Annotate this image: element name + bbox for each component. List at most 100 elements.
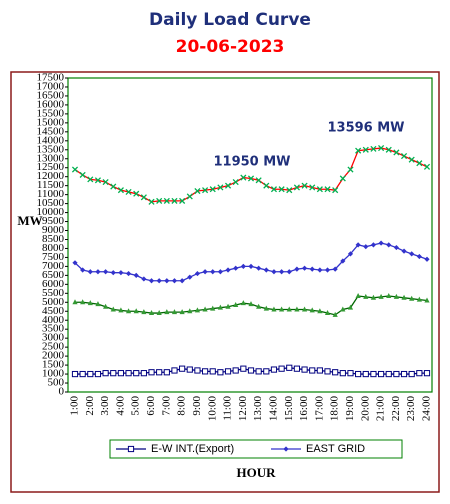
- point: [125, 188, 132, 195]
- x-tick-label: 12:00: [237, 396, 249, 422]
- point: [301, 366, 308, 373]
- point: [355, 147, 362, 154]
- legend-label: E-W INT.(Export): [151, 443, 234, 455]
- point: [210, 269, 216, 275]
- point: [171, 278, 178, 284]
- point: [102, 370, 109, 377]
- point: [80, 267, 86, 273]
- point: [423, 370, 431, 377]
- y-tick-label: 6500: [42, 269, 65, 281]
- point: [408, 156, 415, 163]
- point: [80, 299, 86, 305]
- point: [202, 269, 208, 275]
- point: [217, 304, 223, 310]
- x-tick-label: 13:00: [252, 396, 264, 422]
- point: [386, 293, 392, 299]
- y-tick-label: 4000: [42, 314, 65, 326]
- point: [156, 310, 162, 316]
- point: [217, 369, 224, 376]
- point: [148, 278, 155, 284]
- point: [110, 270, 116, 276]
- point: [187, 308, 193, 314]
- point: [332, 311, 338, 317]
- point: [255, 368, 262, 375]
- point: [179, 365, 186, 372]
- x-tick-label: 5:00: [130, 396, 142, 416]
- point: [309, 184, 316, 191]
- point: [171, 367, 178, 374]
- point: [232, 367, 239, 374]
- point: [293, 184, 300, 191]
- point: [283, 446, 289, 452]
- point: [294, 266, 300, 272]
- point: [194, 367, 201, 374]
- point: [270, 186, 278, 193]
- y-tick-label: 8500: [42, 233, 65, 245]
- x-tick-label: 17:00: [313, 396, 325, 422]
- point: [370, 370, 377, 378]
- point: [233, 301, 239, 307]
- y-tick-label: 3000: [42, 332, 65, 344]
- point: [224, 182, 232, 189]
- x-tick-label: 21:00: [375, 396, 387, 422]
- point: [416, 296, 422, 302]
- point: [263, 368, 270, 375]
- point: [301, 182, 308, 189]
- point: [278, 186, 285, 193]
- x-tick-label: 2:00: [84, 396, 96, 416]
- y-tick-label: 13500: [37, 143, 65, 155]
- point: [408, 370, 415, 378]
- point: [271, 306, 277, 312]
- legend-box: [109, 439, 403, 459]
- y-tick-label: 5500: [42, 287, 65, 299]
- point: [186, 366, 193, 373]
- point: [309, 307, 315, 313]
- point: [201, 368, 209, 375]
- plot-frame: [67, 77, 433, 393]
- x-tick-label: 4:00: [114, 396, 126, 416]
- annotation: 11950 MW: [213, 155, 290, 170]
- point: [370, 145, 377, 152]
- x-tick-label: 9:00: [191, 396, 203, 416]
- point: [118, 307, 124, 313]
- point: [202, 187, 209, 194]
- x-tick-label: 10:00: [206, 396, 218, 422]
- point: [71, 370, 79, 378]
- point: [110, 183, 117, 190]
- point: [347, 304, 354, 310]
- point: [424, 297, 430, 303]
- point: [401, 294, 407, 300]
- point: [339, 370, 346, 377]
- point: [171, 197, 178, 204]
- point: [240, 263, 246, 269]
- y-tick-label: 17000: [37, 81, 65, 93]
- point: [294, 306, 300, 312]
- point: [363, 293, 369, 299]
- point: [347, 166, 354, 173]
- point: [309, 266, 315, 272]
- point: [125, 270, 132, 277]
- point: [332, 369, 339, 376]
- y-tick-label: 7500: [42, 251, 65, 263]
- x-tick-label: 6:00: [145, 396, 157, 416]
- point: [224, 368, 232, 375]
- point: [225, 267, 231, 273]
- point: [409, 251, 415, 257]
- point: [194, 187, 201, 195]
- point: [416, 370, 423, 377]
- point: [148, 310, 155, 316]
- chart-subtitle: 20-06-2023: [176, 37, 285, 57]
- point: [332, 187, 339, 194]
- point: [317, 267, 323, 273]
- point: [187, 274, 193, 280]
- point: [339, 175, 346, 182]
- point: [378, 240, 384, 246]
- point: [424, 256, 430, 262]
- point: [156, 369, 163, 376]
- point: [385, 146, 392, 153]
- point: [164, 278, 170, 284]
- point: [247, 367, 255, 374]
- point: [179, 197, 186, 204]
- point: [133, 190, 140, 197]
